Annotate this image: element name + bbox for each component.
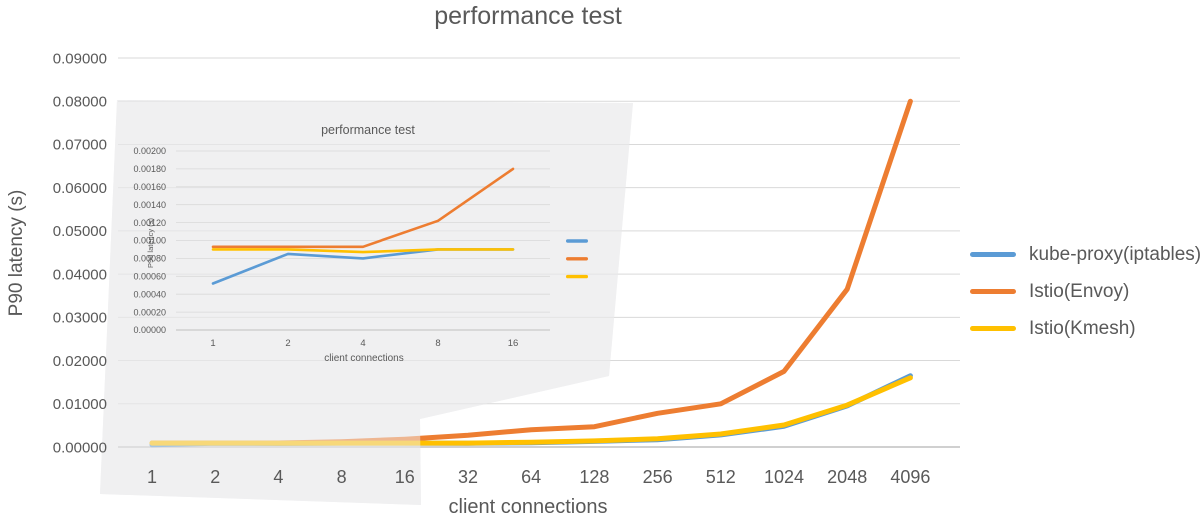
main-chart-title: performance test xyxy=(434,2,622,30)
inset-legend-swatch-kube-proxy-iptables xyxy=(566,239,588,243)
inset-y-tick-label: 0.00120 xyxy=(133,218,166,228)
legend-label: Istio(Kmesh) xyxy=(1029,317,1136,339)
inset-y-tick-label: 0.00060 xyxy=(133,271,166,281)
inset-x-tick-label: 2 xyxy=(285,338,290,349)
y-tick-label: 0.02000 xyxy=(53,353,107,370)
axis-tick-labels: 0.00000 0.01000 0.02000 0.03000 0.04000 0.050… xyxy=(53,50,931,487)
y-tick-label: 0.06000 xyxy=(53,180,107,197)
inset-x-tick-label: 8 xyxy=(435,338,440,349)
y-tick-label: 0.00000 xyxy=(53,439,107,456)
y-tick-label: 0.09000 xyxy=(53,50,107,67)
x-tick-label: 64 xyxy=(521,467,541,487)
x-tick-label: 2048 xyxy=(827,467,867,487)
y-tick-label: 0.07000 xyxy=(53,137,107,154)
inset-y-tick-label: 0.00040 xyxy=(133,289,166,299)
main-y-axis-title: P90 latency (s) xyxy=(6,190,27,317)
legend-item-istio-envoy: Istio(Envoy) xyxy=(970,273,1202,310)
inset-y-tick-label: 0.00080 xyxy=(133,254,166,264)
inset-x-tick-label: 4 xyxy=(360,338,365,349)
inset-y-axis-title: P90 latency (s) xyxy=(146,217,155,268)
inset-callout-dim-overlay xyxy=(100,100,633,505)
legend-swatch-istio-kmesh xyxy=(970,326,1016,331)
inset-legend-swatch-istio-envoy xyxy=(566,257,588,261)
legend-item-kube-proxy: kube-proxy(iptables) xyxy=(970,236,1202,273)
legend-label: kube-proxy(iptables) xyxy=(1029,243,1202,265)
x-tick-label: 16 xyxy=(395,467,415,487)
main-x-axis-title: client connections xyxy=(449,496,608,518)
y-tick-label: 0.03000 xyxy=(53,310,107,327)
inset-y-tick-label: 0.00140 xyxy=(133,200,166,210)
legend-item-istio-kmesh: Istio(Kmesh) xyxy=(970,310,1202,347)
inset-y-tick-label: 0.00100 xyxy=(133,236,166,246)
x-tick-label: 512 xyxy=(706,467,736,487)
inset-series-line-istio-kmesh xyxy=(211,248,515,254)
x-tick-label: 1024 xyxy=(764,467,804,487)
x-tick-label: 4096 xyxy=(890,467,930,487)
inset-y-tick-label: 0.00020 xyxy=(133,307,166,317)
legend-swatch-kube-proxy xyxy=(970,252,1016,257)
x-tick-label: 1 xyxy=(147,467,157,487)
inset-y-tick-label: 0.00160 xyxy=(133,182,166,192)
x-tick-label: 2 xyxy=(210,467,220,487)
x-tick-label: 8 xyxy=(337,467,347,487)
legend-swatch-istio-envoy xyxy=(970,289,1016,294)
legend: kube-proxy(iptables) Istio(Envoy) Istio(… xyxy=(970,236,1202,347)
y-tick-label: 0.01000 xyxy=(53,396,107,413)
x-tick-label: 4 xyxy=(273,467,283,487)
inset-series-line-istio-envoy xyxy=(211,167,515,249)
y-tick-label: 0.08000 xyxy=(53,93,107,110)
inset-x-tick-label: 1 xyxy=(210,338,215,349)
inset-chart-title: performance test xyxy=(321,123,415,137)
inset-y-tick-label: 0.00000 xyxy=(133,325,166,335)
x-tick-label: 32 xyxy=(458,467,478,487)
inset-chart xyxy=(176,150,588,331)
inset-callout-dim-layer xyxy=(100,100,633,505)
inset-y-tick-label: 0.00180 xyxy=(133,164,166,174)
inset-x-tick-label: 16 xyxy=(508,338,519,349)
inset-y-tick-label: 0.00200 xyxy=(133,146,166,156)
x-tick-label: 256 xyxy=(643,467,673,487)
y-tick-label: 0.04000 xyxy=(53,266,107,283)
inset-x-axis-title: client connections xyxy=(324,353,404,364)
inset-legend-swatch-istio-kmesh xyxy=(566,274,588,279)
y-tick-label: 0.05000 xyxy=(53,223,107,240)
x-tick-label: 128 xyxy=(579,467,609,487)
legend-label: Istio(Envoy) xyxy=(1029,280,1130,302)
